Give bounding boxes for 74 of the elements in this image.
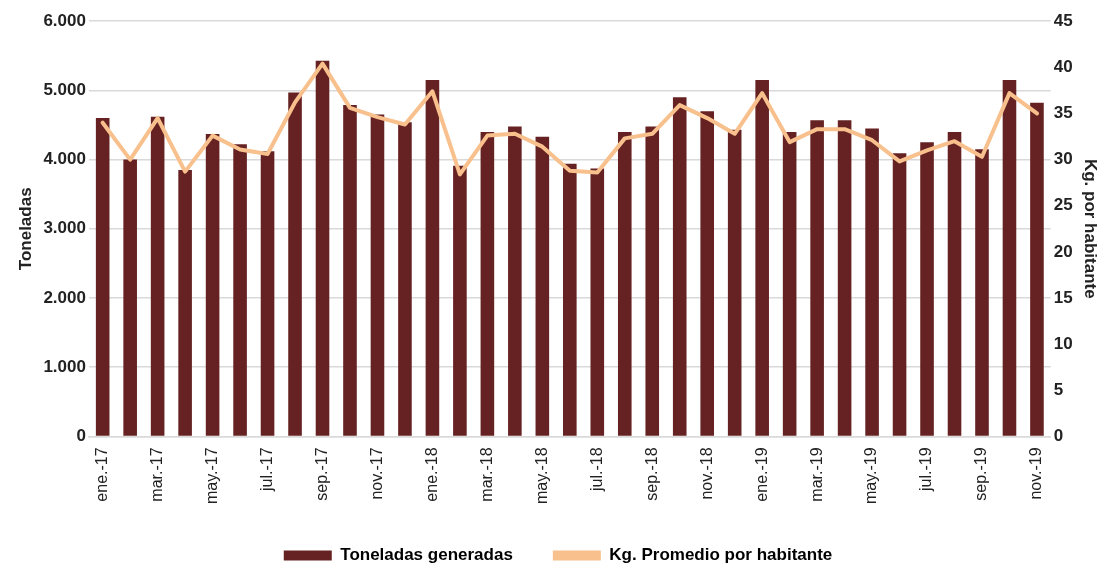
x-tick-label: sep.-17 <box>312 447 330 501</box>
y2-tick-label: 15 <box>1053 287 1073 307</box>
bar <box>480 131 495 436</box>
bar <box>1002 80 1017 436</box>
y2-tick-label: 10 <box>1053 333 1073 353</box>
bar <box>370 114 385 436</box>
bar <box>727 129 742 436</box>
y-tick-label: 1.000 <box>43 356 86 376</box>
x-tick-label: sep.-18 <box>642 447 660 501</box>
x-tick-label: nov.-18 <box>697 447 715 500</box>
bar <box>150 116 165 436</box>
y-tick-label: 2.000 <box>43 287 86 307</box>
legend-label: Kg. Promedio por habitante <box>609 545 833 565</box>
bar <box>837 120 852 436</box>
bar <box>123 159 137 436</box>
x-tick-label: ene.-19 <box>752 447 770 502</box>
bar <box>782 131 797 436</box>
bar <box>508 126 522 436</box>
bar <box>755 80 769 436</box>
bar <box>563 163 577 436</box>
x-tick-label: ene.-17 <box>93 447 111 502</box>
bar <box>95 118 110 436</box>
y2-tick-label: 35 <box>1053 103 1073 123</box>
bar <box>288 92 302 436</box>
y-tick-label: 5.000 <box>43 80 86 100</box>
bar <box>617 131 632 436</box>
y2-tick-label: 40 <box>1053 57 1073 77</box>
x-tick-label: ene.-18 <box>422 447 440 502</box>
bar <box>700 111 715 436</box>
bar <box>205 133 220 436</box>
x-tick-label: sep.-19 <box>972 447 990 501</box>
x-tick-label: jul.-19 <box>917 447 935 492</box>
x-tick-label: may.-18 <box>532 447 550 504</box>
bar <box>672 97 687 436</box>
y-axis-title: Toneladas <box>15 187 35 271</box>
y2-axis-title: Kg. por habitante <box>1081 158 1101 299</box>
bar <box>260 151 275 436</box>
y-tick-label: 6.000 <box>43 10 86 30</box>
bar <box>233 144 247 436</box>
y2-tick-label: 0 <box>1053 426 1064 446</box>
y2-tick-label: 30 <box>1053 149 1073 169</box>
x-tick-label: nov.-19 <box>1027 447 1045 500</box>
y2-tick-label: 25 <box>1053 195 1073 215</box>
y2-tick-label: 20 <box>1053 241 1073 261</box>
bar <box>975 149 989 436</box>
y-tick-label: 0 <box>76 426 86 446</box>
x-tick-label: nov.-17 <box>367 447 385 500</box>
bar <box>398 122 412 436</box>
y-tick-label: 3.000 <box>43 218 86 238</box>
bar <box>810 120 824 436</box>
x-tick-label: may.-19 <box>862 447 880 504</box>
bar <box>178 169 192 436</box>
bar <box>315 60 330 436</box>
x-tick-label: may.-17 <box>203 447 220 504</box>
x-tick-label: mar.-17 <box>148 447 166 502</box>
bar <box>865 128 879 436</box>
bar <box>590 168 605 436</box>
x-tick-label: mar.-19 <box>807 447 825 502</box>
bar <box>920 142 934 436</box>
y2-tick-label: 5 <box>1053 379 1064 399</box>
y-tick-label: 4.000 <box>43 149 86 169</box>
legend-label: Toneladas generadas <box>340 545 513 565</box>
bar <box>535 136 550 436</box>
x-tick-label: jul.-18 <box>587 447 605 492</box>
bar <box>645 126 660 436</box>
bar <box>343 104 357 436</box>
bar <box>947 131 962 436</box>
bar <box>425 80 440 436</box>
bar <box>1030 102 1044 436</box>
bar <box>892 153 907 436</box>
x-tick-label: jul.-17 <box>257 447 275 492</box>
y2-tick-label: 45 <box>1053 10 1073 30</box>
x-tick-label: mar.-18 <box>477 447 495 502</box>
bar <box>453 165 467 436</box>
